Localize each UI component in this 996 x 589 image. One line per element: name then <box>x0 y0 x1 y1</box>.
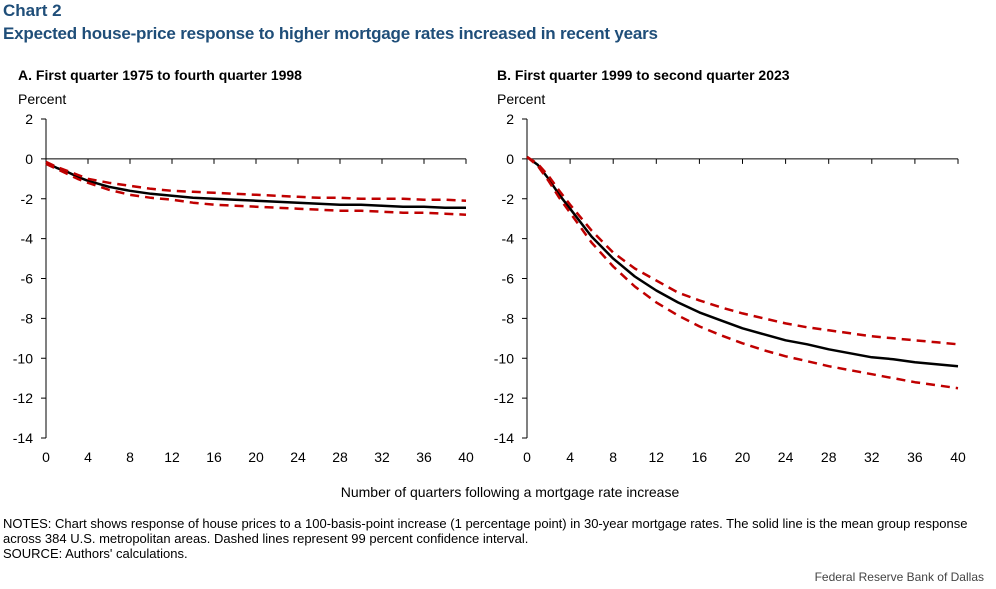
x-tick-label: 36 <box>416 449 432 465</box>
x-tick-label: 40 <box>458 449 474 465</box>
y-tick-label: -12 <box>494 390 514 406</box>
panel-a: A. First quarter 1975 to fourth quarter … <box>13 67 474 465</box>
y-tick-label: -4 <box>502 231 515 247</box>
source-text: SOURCE: Authors' calculations. <box>3 546 188 561</box>
y-tick-label: -12 <box>13 390 33 406</box>
chart-area: A. First quarter 1975 to fourth quarter … <box>13 67 966 500</box>
series-line-upper <box>526 155 959 346</box>
x-tick-label: 4 <box>566 449 574 465</box>
x-tick-label: 28 <box>332 449 348 465</box>
x-tick-label: 20 <box>248 449 264 465</box>
series-line-upper <box>45 160 467 202</box>
chart-label: Chart 2 <box>3 1 62 20</box>
credit-text: Federal Reserve Bank of Dallas <box>814 570 984 584</box>
series-line-lower <box>45 162 467 216</box>
notes-block: NOTES: Chart shows response of house pri… <box>3 516 991 561</box>
x-tick-label: 8 <box>126 449 134 465</box>
series-line-lower <box>526 155 959 390</box>
notes-text: NOTES: Chart shows response of house pri… <box>3 516 968 546</box>
y-tick-label: -6 <box>21 271 34 287</box>
y-tick-label: -2 <box>21 191 34 207</box>
x-tick-label: 24 <box>290 449 306 465</box>
y-tick-label: 0 <box>25 151 33 167</box>
x-tick-label: 0 <box>42 449 50 465</box>
panel-title: A. First quarter 1975 to fourth quarter … <box>18 67 302 83</box>
x-tick-label: 40 <box>950 449 966 465</box>
x-tick-label: 32 <box>864 449 880 465</box>
x-tick-label: 16 <box>692 449 708 465</box>
y-tick-label: -8 <box>21 310 34 326</box>
y-tick-label: 0 <box>506 151 514 167</box>
x-tick-label: 12 <box>164 449 180 465</box>
x-tick-label: 0 <box>523 449 531 465</box>
series-line-mean <box>526 155 959 368</box>
y-axis-label: Percent <box>18 91 66 107</box>
x-tick-label: 20 <box>735 449 751 465</box>
y-tick-label: -14 <box>494 430 514 446</box>
x-axis-label: Number of quarters following a mortgage … <box>341 484 680 500</box>
y-axis-label: Percent <box>497 91 545 107</box>
y-tick-label: -10 <box>13 350 33 366</box>
x-tick-label: 16 <box>206 449 222 465</box>
y-tick-label: -14 <box>13 430 33 446</box>
chart-title: Expected house-price response to higher … <box>3 24 658 43</box>
y-tick-label: -4 <box>21 231 34 247</box>
series-line-mean <box>45 161 466 209</box>
x-tick-label: 32 <box>374 449 390 465</box>
y-tick-label: -10 <box>494 350 514 366</box>
x-tick-label: 24 <box>778 449 794 465</box>
x-tick-label: 36 <box>907 449 923 465</box>
x-tick-label: 12 <box>649 449 665 465</box>
x-tick-label: 28 <box>821 449 837 465</box>
y-tick-label: 2 <box>25 111 33 127</box>
y-tick-label: -6 <box>502 271 515 287</box>
x-tick-label: 4 <box>84 449 92 465</box>
y-tick-label: 2 <box>506 111 514 127</box>
x-tick-label: 8 <box>609 449 617 465</box>
y-tick-label: -8 <box>502 310 515 326</box>
y-tick-label: -2 <box>502 191 515 207</box>
panel-b: B. First quarter 1999 to second quarter … <box>494 67 966 465</box>
panel-title: B. First quarter 1999 to second quarter … <box>497 67 790 83</box>
